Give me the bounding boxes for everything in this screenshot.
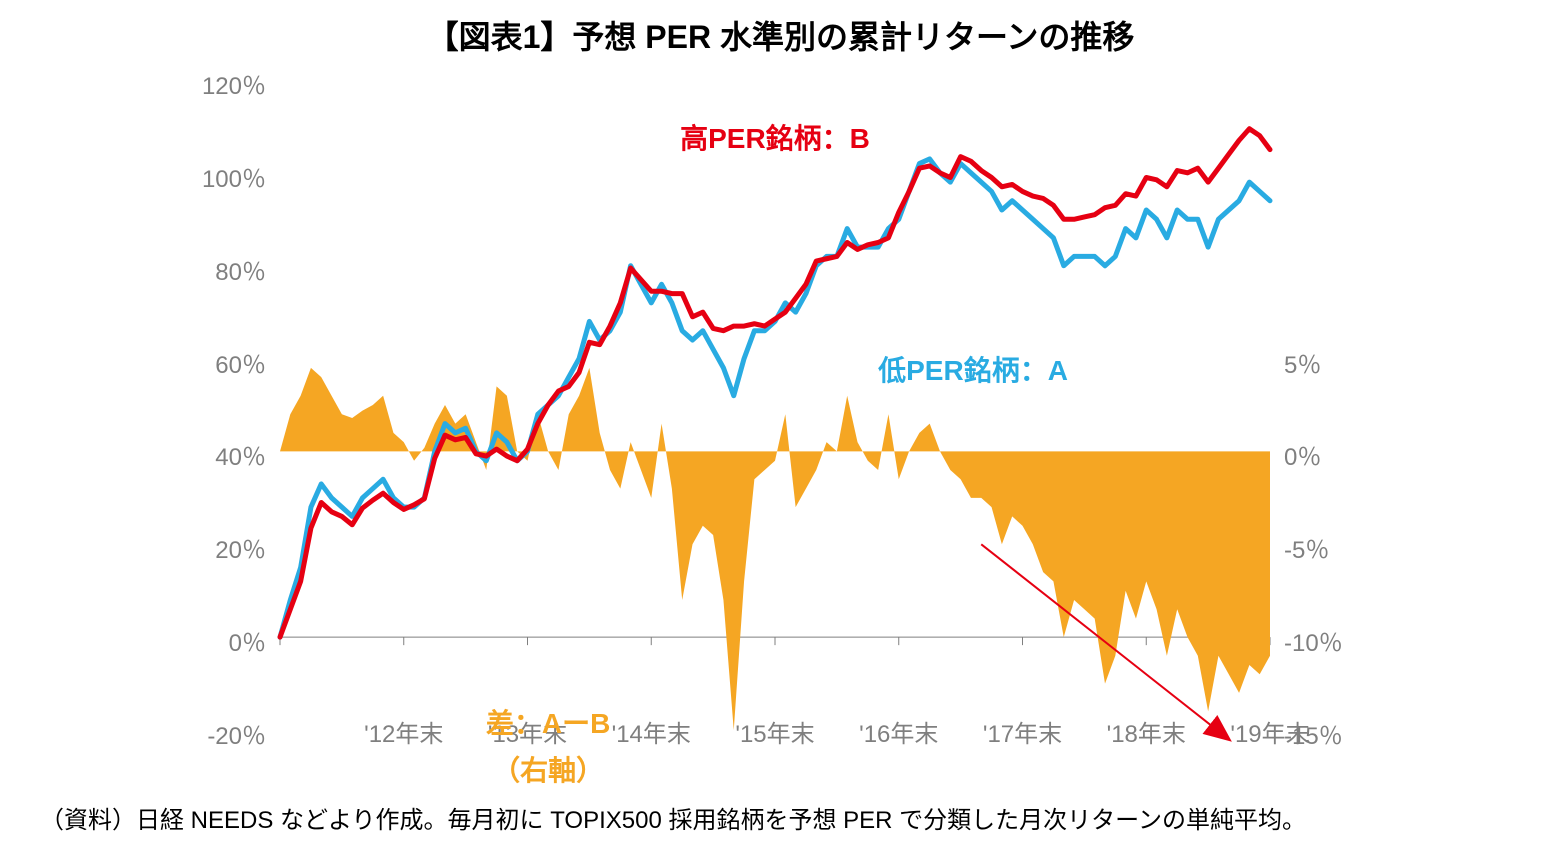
x-axis-label: '17年末	[983, 714, 1062, 749]
per-return-chart	[120, 60, 1440, 760]
annotation-diff: 差：AーB	[486, 702, 610, 742]
y-left-label: 20％	[215, 530, 266, 565]
y-left-label: 80％	[215, 252, 266, 287]
y-right-label: -10％	[1284, 623, 1343, 658]
chart-footnote: （資料）日経 NEEDS などより作成。毎月初に TOPIX500 採用銘柄を予…	[40, 800, 1521, 835]
annotation-diff-axis: （右軸）	[492, 749, 604, 789]
y-left-label: 100％	[202, 159, 266, 194]
y-left-label: 40％	[215, 437, 266, 472]
x-axis-label: '15年末	[735, 714, 814, 749]
x-axis-label: '19年末	[1230, 714, 1309, 749]
x-axis-label: '18年末	[1107, 714, 1186, 749]
y-right-label: 5％	[1284, 345, 1321, 380]
x-axis-label: '16年末	[859, 714, 938, 749]
y-right-label: -5％	[1284, 530, 1329, 565]
y-left-label: 120％	[202, 66, 266, 101]
y-right-label: 0％	[1284, 437, 1321, 472]
annotation-high-per: 高PER銘柄：B	[680, 117, 870, 157]
chart-svg	[120, 60, 1440, 760]
x-axis-label: '14年末	[612, 714, 691, 749]
y-left-label: 0％	[229, 623, 266, 658]
y-left-label: -20％	[207, 716, 266, 751]
annotation-low-per: 低PER銘柄：A	[878, 349, 1068, 389]
chart-title: 【図表1】予想 PER 水準別の累計リターンの推移	[0, 12, 1561, 58]
x-axis-label: '12年末	[364, 714, 443, 749]
y-left-label: 60％	[215, 345, 266, 380]
